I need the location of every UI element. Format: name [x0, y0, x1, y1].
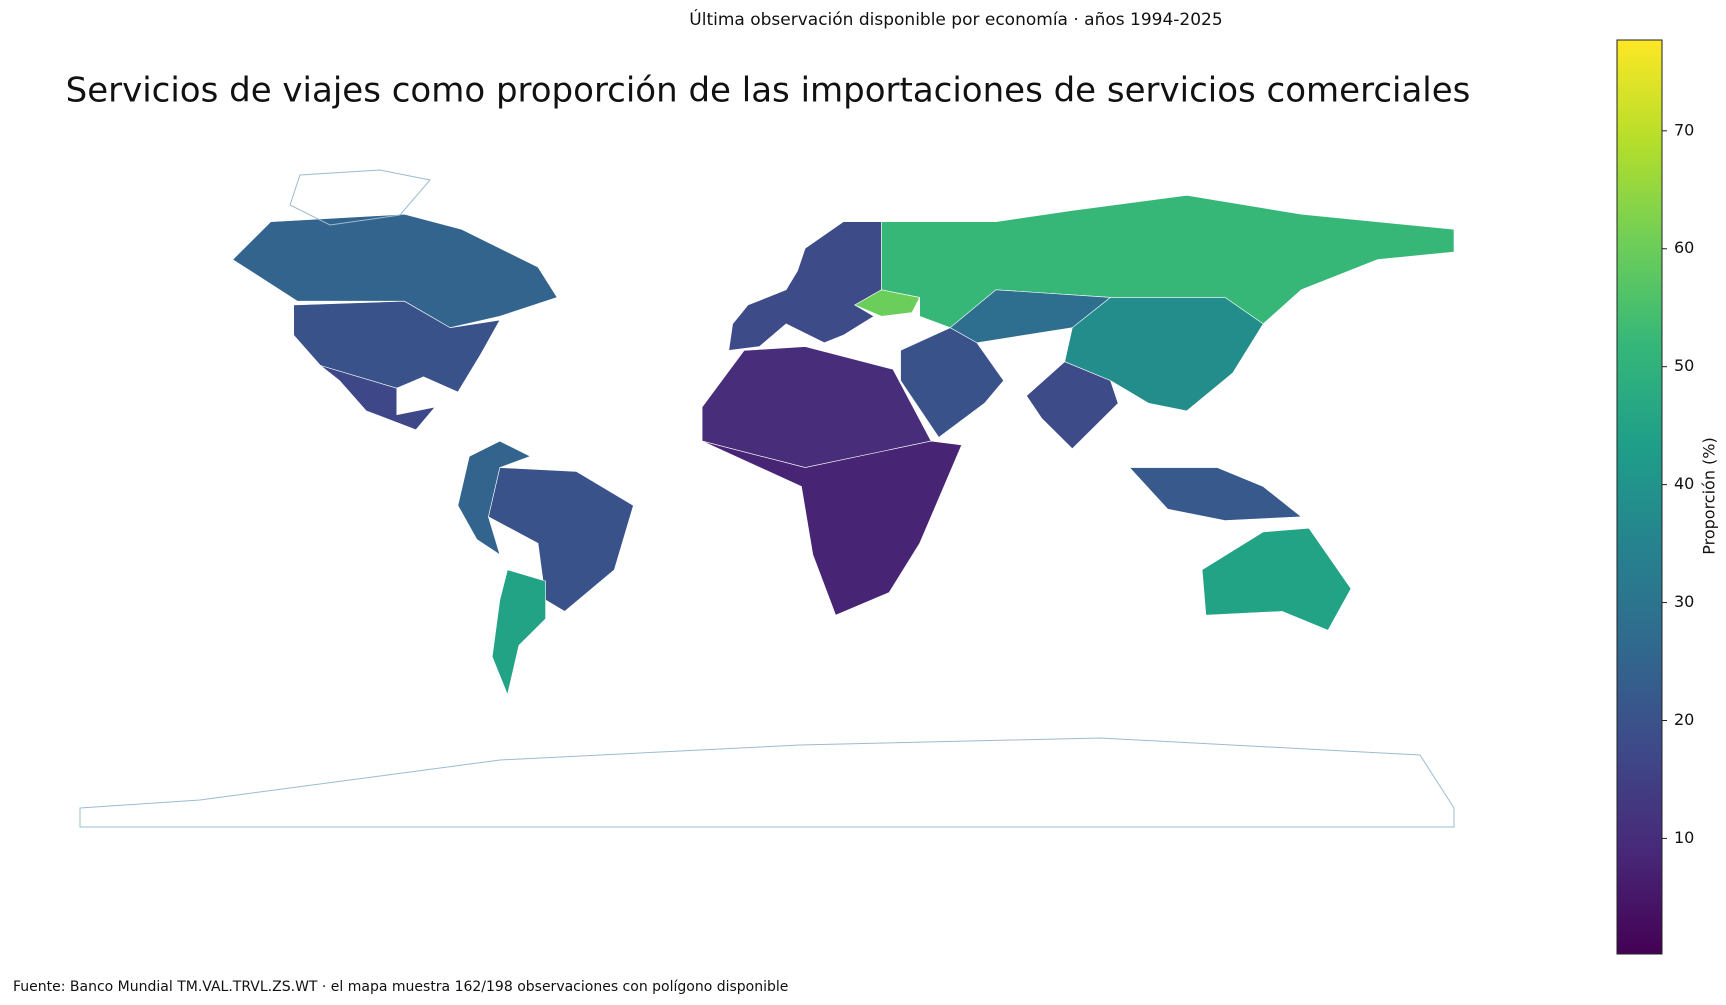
map [232, 194, 1455, 696]
country-region [457, 440, 532, 556]
country-region [293, 300, 501, 393]
colorbar-title: Proporción (%) [1700, 437, 1719, 555]
colorbar-tick-label: 60 [1674, 238, 1694, 257]
country-region [728, 221, 882, 351]
colorbar-tick-label: 20 [1674, 710, 1694, 729]
country-region [900, 327, 1004, 438]
country-region [232, 213, 558, 329]
greenland-outline [289, 169, 431, 226]
country-region [701, 440, 963, 616]
country-region [491, 569, 546, 696]
chart-title: Servicios de viajes como proporción de l… [66, 71, 1471, 111]
country-region [488, 467, 634, 612]
country-region [1128, 467, 1303, 521]
country-region [1026, 361, 1119, 450]
subtitle: Última observación disponible por econom… [689, 8, 1222, 30]
colorbar-tick-label: 70 [1674, 120, 1694, 139]
colorbar-tick-label: 30 [1674, 592, 1694, 611]
colorbar-tick-label: 40 [1674, 474, 1694, 493]
colorbar-tick-label: 10 [1674, 828, 1694, 847]
country-region [320, 365, 436, 431]
country-region [854, 289, 921, 317]
antarctica-outline [79, 737, 1455, 828]
colorbar [1616, 39, 1663, 955]
source-note: Fuente: Banco Mundial TM.VAL.TRVL.ZS.WT … [13, 979, 788, 995]
country-region [1201, 527, 1352, 631]
colorbar-tick-label: 50 [1674, 356, 1694, 375]
country-region [881, 194, 1455, 329]
